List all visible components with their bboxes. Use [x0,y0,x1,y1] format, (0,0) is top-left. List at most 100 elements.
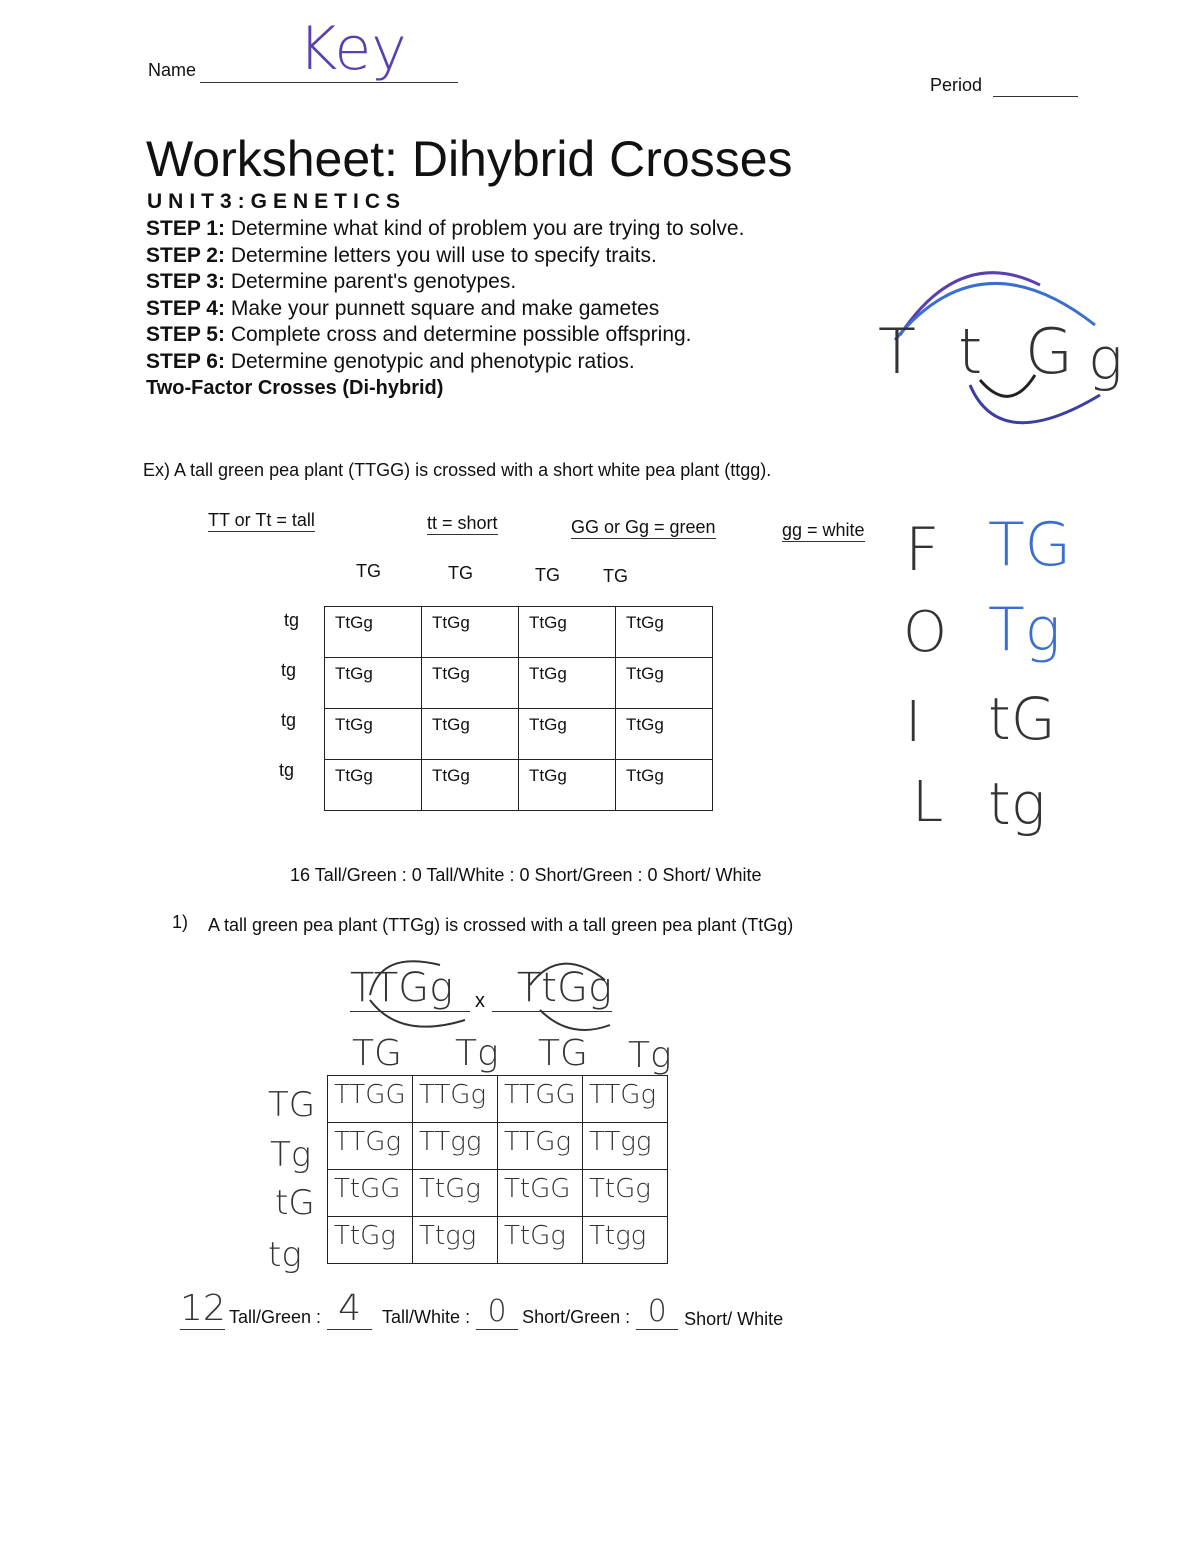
unit-label: UNIT3:GENETICS [147,190,407,213]
cell: TtGg [518,657,616,709]
foil-letter-G: G [1025,315,1074,388]
cell: TtGg [324,708,422,760]
answer-label: Short/Green : [522,1307,631,1327]
cell: TtGG [497,1169,583,1217]
cell: TtGg [327,1216,413,1264]
page-title: Worksheet: Dihybrid Crosses [146,131,793,187]
answer-short-white: 0 [636,1294,679,1330]
cell: TTGg [412,1075,498,1123]
cell: TTGG [327,1075,413,1123]
ex-col-header: TG [356,561,381,581]
cell: TtGg [582,1169,668,1217]
cell: TtGg [324,759,422,811]
cell: TtGg [518,708,616,760]
foil-L: L [912,770,944,835]
cell: TtGg [497,1216,583,1264]
period-line [993,96,1078,97]
cell: TtGg [518,759,616,811]
q1-col-header: Tg [628,1035,672,1076]
question-prompt: A tall green pea plant (TTGg) is crossed… [208,915,794,935]
cell: Ttgg [412,1216,498,1264]
key-tall: TT or Tt = tall [208,510,315,532]
foil-I: I [905,690,922,755]
cell: TTGg [582,1075,668,1123]
cell: TtGg [615,657,713,709]
foil-letter-T: T [878,315,916,388]
cell: TtGG [327,1169,413,1217]
cell: TtGg [421,759,519,811]
cell: TTgg [582,1122,668,1170]
ex-col-header: TG [535,565,560,585]
ex-row-header: tg [281,660,297,680]
name-line [200,82,458,83]
ex-col-header: TG [603,566,628,586]
gamete-arcs [369,960,611,1031]
step-5: STEP 5: Complete cross and determine pos… [146,323,692,346]
foil-F-gamete: TG [988,510,1072,580]
answer-label: Tall/White : [382,1307,471,1327]
parent2-genotype: TtGg [492,965,612,1012]
answer-tall-white: 4 [327,1288,373,1330]
q1-row-header: tg [268,1235,302,1275]
example-prompt: Ex) A tall green pea plant (TTGG) is cro… [143,460,772,480]
key-green: GG or Gg = green [571,517,716,539]
foil-O-gamete: Tg [988,595,1061,665]
name-label: Name [148,60,197,80]
cell: TtGg [324,606,422,658]
cell: TtGg [615,606,713,658]
name-value: Key [298,14,407,84]
parent1-genotype: TTGg [350,965,470,1012]
foil-letter-g: g [1088,325,1123,393]
q1-col-header: Tg [455,1033,499,1074]
foil-O: O [903,600,948,665]
foil-arc-diagram [893,271,1101,425]
ex-row-header: tg [281,710,297,730]
step-1: STEP 1: Determine what kind of problem y… [146,217,745,240]
cross-symbol: x [475,990,485,1012]
section-title: Two-Factor Crosses (Di-hybrid) [146,377,444,399]
step-6: STEP 6: Determine genotypic and phenotyp… [146,349,635,373]
cell: TTGg [497,1122,583,1170]
cell: TtGg [615,708,713,760]
step-3: STEP 3: Determine parent's genotypes. [146,270,517,293]
q1-row-header: Tg [270,1135,312,1175]
question-number: 1) [172,912,189,932]
foil-L-gamete: tg [988,770,1046,838]
key-short: tt = short [427,513,498,535]
question1-punnett-square: TTGG TTGg TTGG TTGg TTGg TTgg TTGg TTgg TtGG Tt… [327,1075,668,1264]
answer-label: Short/ White [684,1309,784,1329]
answer-label: Tall/Green : [229,1307,322,1327]
cell: TtGg [421,657,519,709]
cell: TTgg [412,1122,498,1170]
step-4: STEP 4: Make your punnett square and mak… [146,296,660,320]
cell: TtGg [421,708,519,760]
example-punnett-square: TtGg TtGg TtGg TtGg TtGg TtGg TtGg TtGg TtGg Tt… [324,606,713,811]
step-2: STEP 2: Determine letters you will use t… [146,243,657,267]
steps-list: STEP 1: Determine what kind of problem y… [146,216,744,402]
q1-col-header: TG [538,1033,588,1074]
cell: TTGg [327,1122,413,1170]
cell: TtGg [324,657,422,709]
foil-F: F [905,515,940,585]
period-label: Period [930,75,983,95]
cell: TTGG [497,1075,583,1123]
cell: TtGg [615,759,713,811]
ex-row-header: tg [284,610,300,630]
foil-I-gamete: tG [988,685,1056,753]
ex-row-header: tg [279,760,295,780]
example-ratio: 16 Tall/Green : 0 Tall/White : 0 Short/G… [290,865,762,885]
question1-ratio: 12 Tall/Green : 4 Tall/White : 0 Short/G… [180,1288,789,1330]
q1-row-header: TG [268,1085,316,1125]
cell: TtGg [518,606,616,658]
foil-letter-t: t [958,315,983,388]
q1-row-header: tG [275,1183,315,1223]
key-white: gg = white [782,520,865,542]
cell: TtGg [421,606,519,658]
answer-tall-green: 12 [180,1288,226,1330]
q1-col-header: TG [352,1033,402,1074]
answer-short-green: 0 [476,1294,519,1330]
cell: TtGg [412,1169,498,1217]
cell: Ttgg [582,1216,668,1264]
ex-col-header: TG [448,563,473,583]
